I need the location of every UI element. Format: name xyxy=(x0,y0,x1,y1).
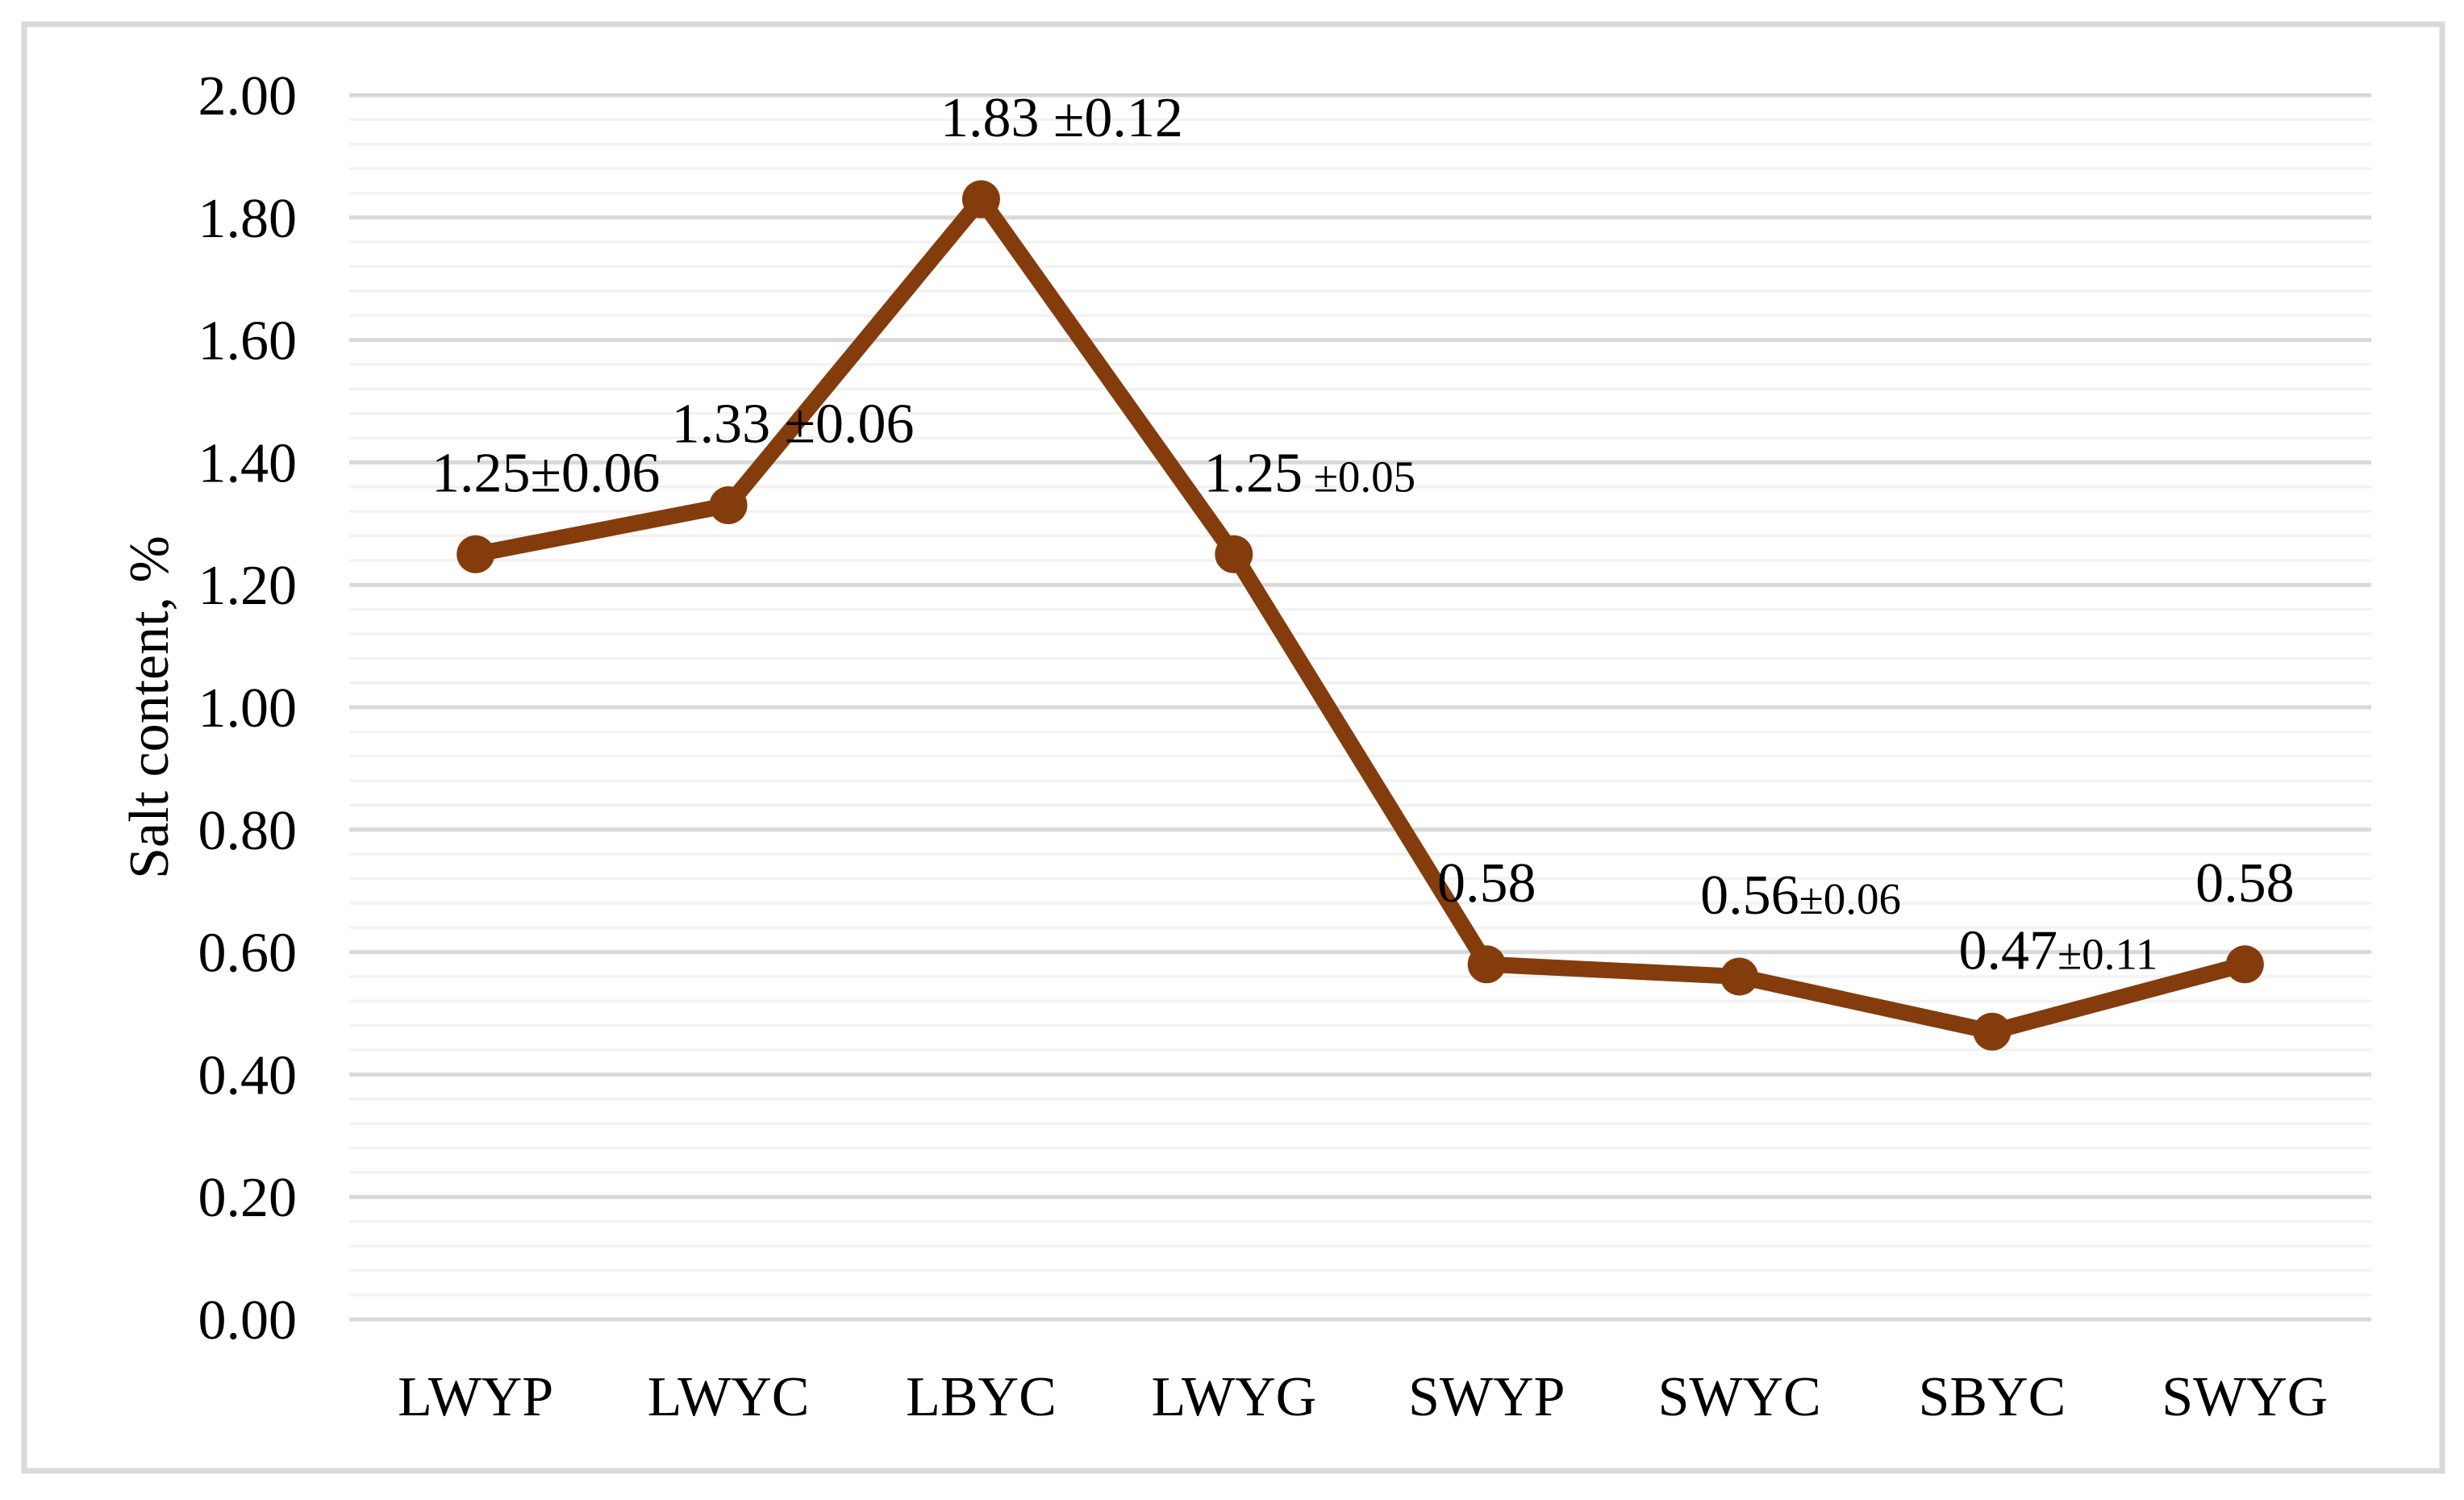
y-tick-label: 0.00 xyxy=(198,1290,298,1352)
y-tick-label: 2.00 xyxy=(198,65,298,127)
data-point-marker xyxy=(1973,1012,2012,1051)
chart-border xyxy=(21,21,2445,1474)
x-category-label: LWYP xyxy=(398,1366,553,1428)
data-point-label: 0.58 xyxy=(2195,852,2295,915)
data-point-marker xyxy=(1215,535,1253,573)
data-point-marker xyxy=(1720,957,1759,996)
data-point-label: 1.83 ±0.12 xyxy=(940,87,1183,149)
data-point-label: 1.25±0.06 xyxy=(432,442,660,504)
data-point-label: 1.25 ±0.05 xyxy=(1203,442,1415,504)
data-point-marker xyxy=(1467,945,1506,984)
y-tick-label: 0.80 xyxy=(198,800,298,862)
data-point-label: 0.56±0.06 xyxy=(1700,865,1901,927)
data-point-marker xyxy=(2225,945,2264,984)
y-tick-label: 0.20 xyxy=(198,1167,298,1229)
y-tick-label: 1.80 xyxy=(198,188,298,250)
y-tick-label: 1.00 xyxy=(198,677,298,740)
x-category-label: SBYC xyxy=(1919,1366,2066,1428)
data-point-marker xyxy=(709,486,748,525)
data-point-marker xyxy=(961,180,1000,219)
x-category-label: SWYG xyxy=(2162,1366,2328,1428)
data-point-label: 0.58 xyxy=(1437,852,1536,915)
data-point-label: 1.33 ±0.06 xyxy=(672,394,915,456)
data-point-marker xyxy=(457,535,495,573)
x-category-label: LWYC xyxy=(648,1366,810,1428)
x-category-label: SWYP xyxy=(1408,1366,1565,1428)
x-category-label: SWYC xyxy=(1657,1366,1820,1428)
y-tick-label: 1.60 xyxy=(198,310,298,373)
x-category-label: LBYC xyxy=(906,1366,1057,1428)
y-tick-label: 0.40 xyxy=(198,1044,298,1106)
x-category-label: LWYG xyxy=(1151,1366,1316,1428)
y-axis-title: Salt content, % xyxy=(119,535,181,879)
y-tick-label: 1.40 xyxy=(198,432,298,494)
series-line xyxy=(467,191,2253,1040)
data-point-label: 0.47±0.11 xyxy=(1958,919,2158,981)
y-tick-label: 0.60 xyxy=(198,923,298,985)
y-tick-label: 1.20 xyxy=(198,555,298,617)
